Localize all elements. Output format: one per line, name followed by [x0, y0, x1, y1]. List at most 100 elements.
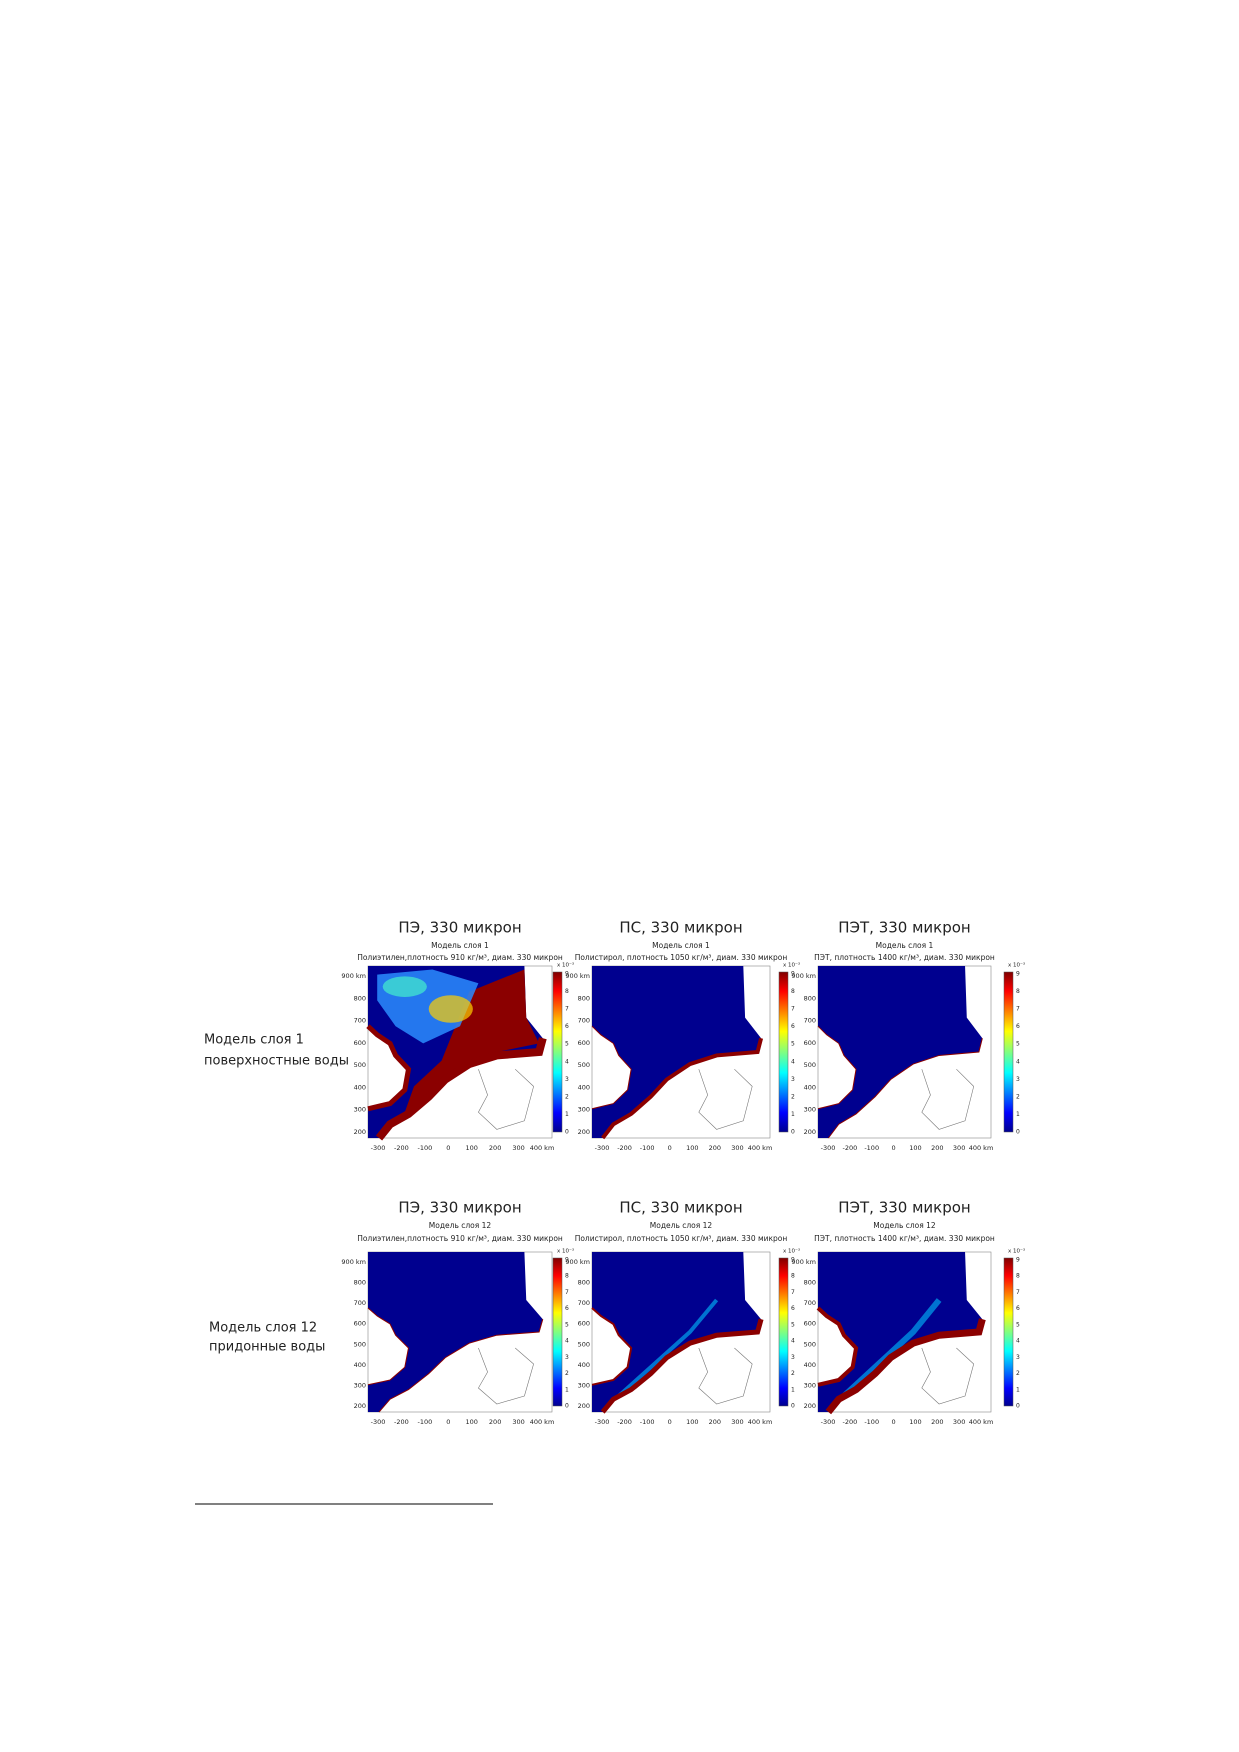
colorbar-tick-label: 1 [565, 1111, 569, 1118]
x-tick-label: -100 [417, 1144, 432, 1152]
y-tick-label: 200 [804, 1128, 816, 1136]
x-tick-label: 300 [953, 1144, 965, 1152]
y-tick-label: 800 [578, 994, 590, 1002]
y-tick-label: 500 [578, 1340, 590, 1348]
border [921, 1347, 975, 1405]
y-tick-label: 600 [804, 1320, 816, 1328]
y-tick-label: 700 [804, 1017, 816, 1025]
y-tick-label: 700 [804, 1299, 816, 1307]
colorbar-tick-label: 8 [1016, 988, 1020, 995]
colorbar-tick-label: 0 [791, 1403, 795, 1410]
y-tick-label: 900 km [791, 972, 816, 980]
colorbar-exponent: x 10⁻³ [783, 962, 800, 969]
panel-title: ПС, 330 микрон [619, 1199, 742, 1217]
map [591, 1251, 771, 1414]
y-tick-label: 500 [354, 1340, 366, 1348]
colorbar-tick-label: 7 [1016, 1006, 1020, 1013]
x-tick-label: 300 [953, 1418, 965, 1426]
y-tick-label: 500 [578, 1061, 590, 1069]
colorbar-tick-label: 5 [1016, 1321, 1020, 1328]
colorbar-exponent: x 10⁻³ [557, 962, 574, 969]
x-tick-label: 0 [446, 1418, 450, 1426]
coast-band [366, 1024, 412, 1112]
coast-band [375, 1037, 547, 1141]
x-tick-label: 100 [686, 1418, 698, 1426]
panel-model: Модель слоя 1 [431, 941, 489, 950]
colorbar-tick-label: 6 [1016, 1023, 1020, 1030]
y-tick-label: 400 [354, 1361, 366, 1369]
x-tick-label: 200 [931, 1144, 943, 1152]
map [816, 1251, 992, 1415]
y-tick-label: 200 [354, 1402, 366, 1410]
sea [592, 1252, 762, 1412]
x-tick-label: -300 [371, 1418, 386, 1426]
coast-band [600, 1318, 764, 1414]
colorbar-tick-label: 3 [565, 1076, 569, 1083]
colorbar-tick-label: 3 [1016, 1076, 1020, 1083]
colorbar-tick-label: 8 [1016, 1273, 1020, 1280]
coast-band [817, 1025, 857, 1110]
colorbar-tick-label: 8 [791, 1273, 795, 1280]
plume [617, 1298, 719, 1398]
colorbar-tick-label: 5 [565, 1041, 569, 1048]
x-tick-label: -300 [821, 1144, 836, 1152]
sea [592, 966, 762, 1138]
colorbar-exponent: x 10⁻³ [557, 1248, 574, 1255]
x-tick-label: 100 [686, 1144, 698, 1152]
y-tick-label: 700 [578, 1017, 590, 1025]
x-tick-label: 0 [668, 1144, 672, 1152]
x-tick-label: -200 [617, 1144, 632, 1152]
x-tick-label: -300 [821, 1418, 836, 1426]
concentration-spot [428, 995, 473, 1023]
y-tick-label: 800 [578, 1279, 590, 1287]
border [698, 1347, 753, 1405]
y-tick-label: 300 [804, 1381, 816, 1389]
row-label: Модель слоя 12 [209, 1321, 317, 1336]
colorbar [552, 971, 563, 1133]
y-tick-label: 500 [354, 1061, 366, 1069]
y-tick-label: 300 [578, 1106, 590, 1114]
colorbar-tick-label: 0 [565, 1129, 569, 1136]
colorbar-tick-label: 3 [791, 1354, 795, 1361]
x-tick-label: 0 [446, 1144, 450, 1152]
x-tick-label: 400 km [530, 1144, 555, 1152]
row-label: Модель слоя 1 [204, 1033, 304, 1048]
y-tick-label: 200 [578, 1128, 590, 1136]
colorbar-tick-label: 8 [565, 988, 569, 995]
panel-subtitle: Полиэтилен,плотность 910 кг/м³, диам. 33… [357, 1234, 563, 1243]
panel-title: ПЭ, 330 микрон [398, 1199, 521, 1217]
colorbar [778, 1257, 789, 1407]
coast-band [601, 1037, 764, 1140]
colorbar [1003, 971, 1014, 1133]
plume [841, 1298, 942, 1399]
map [817, 965, 992, 1139]
y-tick-label: 600 [354, 1039, 366, 1047]
x-tick-label: 100 [466, 1418, 478, 1426]
x-tick-label: 400 km [969, 1418, 994, 1426]
y-tick-label: 600 [804, 1039, 816, 1047]
colorbar-tick-label: 9 [791, 971, 795, 978]
colorbar-tick-label: 1 [1016, 1111, 1020, 1118]
border [921, 1068, 975, 1130]
panel-model: Модель слоя 12 [429, 1221, 492, 1230]
y-tick-label: 200 [804, 1402, 816, 1410]
colorbar-tick-label: 3 [791, 1076, 795, 1083]
coast-band [591, 1025, 632, 1110]
panel-subtitle: Полистирол, плотность 1050 кг/м³, диам. … [575, 1234, 788, 1243]
colorbar-tick-label: 7 [791, 1006, 795, 1013]
y-tick-label: 700 [354, 1299, 366, 1307]
x-tick-label: 300 [512, 1144, 524, 1152]
coast-band [591, 1307, 633, 1386]
panel-model: Модель слоя 1 [876, 941, 934, 950]
panel-subtitle: Полиэтилен,плотность 910 кг/м³, диам. 33… [357, 953, 563, 962]
colorbar-exponent: x 10⁻³ [1008, 1248, 1025, 1255]
x-tick-label: 200 [489, 1144, 501, 1152]
y-tick-label: 400 [578, 1361, 590, 1369]
colorbar [552, 1257, 563, 1407]
panel-title: ПЭТ, 330 микрон [838, 919, 970, 937]
colorbar-tick-label: 1 [1016, 1386, 1020, 1393]
colorbar-tick-label: 7 [791, 1289, 795, 1296]
x-tick-label: -100 [640, 1144, 655, 1152]
colorbar-tick-label: 9 [791, 1257, 795, 1264]
